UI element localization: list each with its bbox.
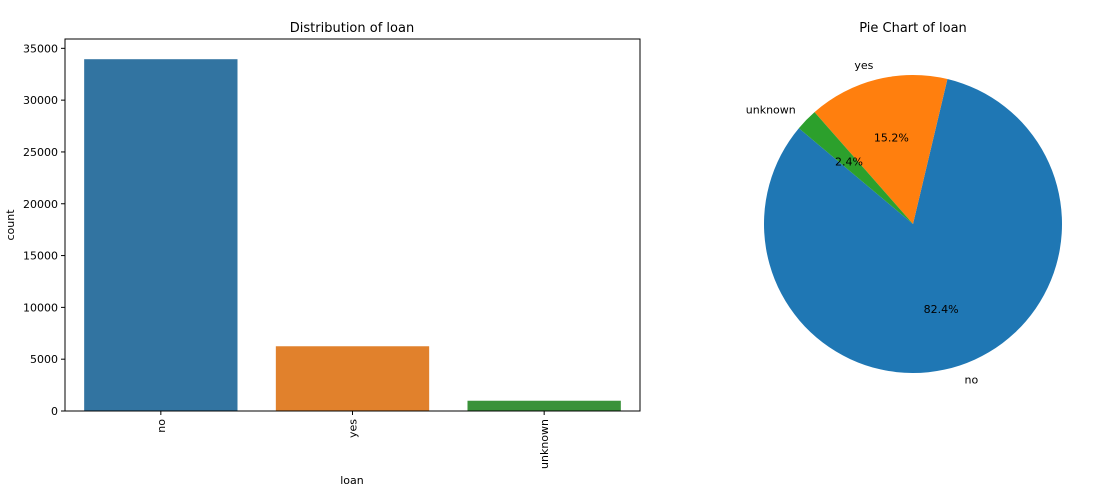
y-tick-label: 20000: [23, 198, 58, 211]
pie-slice-no: [764, 79, 1062, 373]
bar-yes: [275, 346, 430, 411]
y-tick-label: 30000: [23, 94, 58, 107]
pie-pct-label: 2.4%: [835, 156, 863, 169]
bar-chart-title: Distribution of loan: [290, 21, 414, 36]
bar-series: [84, 59, 621, 412]
bar-chart: Distribution of loan 0 5000 10000 15000 2000…: [4, 21, 641, 487]
y-tick-label: 0: [51, 405, 58, 418]
y-tick-label: 25000: [23, 146, 58, 159]
plot-frame: [64, 38, 641, 412]
pie-pct-label: 82.4%: [924, 303, 959, 316]
pie-labels: no 82.4% yes 15.2% unknown 2.4%: [746, 59, 979, 387]
x-tick-label: no: [155, 419, 168, 433]
y-tick-label: 10000: [23, 301, 58, 314]
pie-slice-unknown: [798, 112, 913, 224]
pie-label: yes: [854, 59, 873, 72]
pie-slice-yes: [814, 75, 948, 224]
pie-chart: Pie Chart of loan no 82.4% yes 15.2% unknown…: [746, 21, 1062, 387]
x-tick-label: unknown: [538, 419, 551, 469]
y-tick-label: 5000: [30, 353, 58, 366]
y-tick-label: 35000: [23, 42, 58, 55]
y-tick-label: 15000: [23, 250, 58, 263]
pie-label: no: [965, 374, 979, 387]
pie-pct-label: 15.2%: [874, 131, 909, 144]
pie-chart-title: Pie Chart of loan: [859, 21, 967, 36]
x-axis-label: loan: [340, 474, 364, 487]
bar-unknown: [467, 400, 621, 411]
y-axis-ticks: 0 5000 10000 15000 20000 25000 30000 35000: [23, 42, 65, 418]
bar-no: [84, 59, 238, 412]
pie-label: unknown: [746, 103, 796, 116]
x-axis-ticks: no yes unknown: [155, 411, 551, 469]
y-axis-label: count: [4, 209, 17, 241]
pie-slices: [764, 75, 1062, 373]
x-tick-label: yes: [347, 419, 360, 438]
